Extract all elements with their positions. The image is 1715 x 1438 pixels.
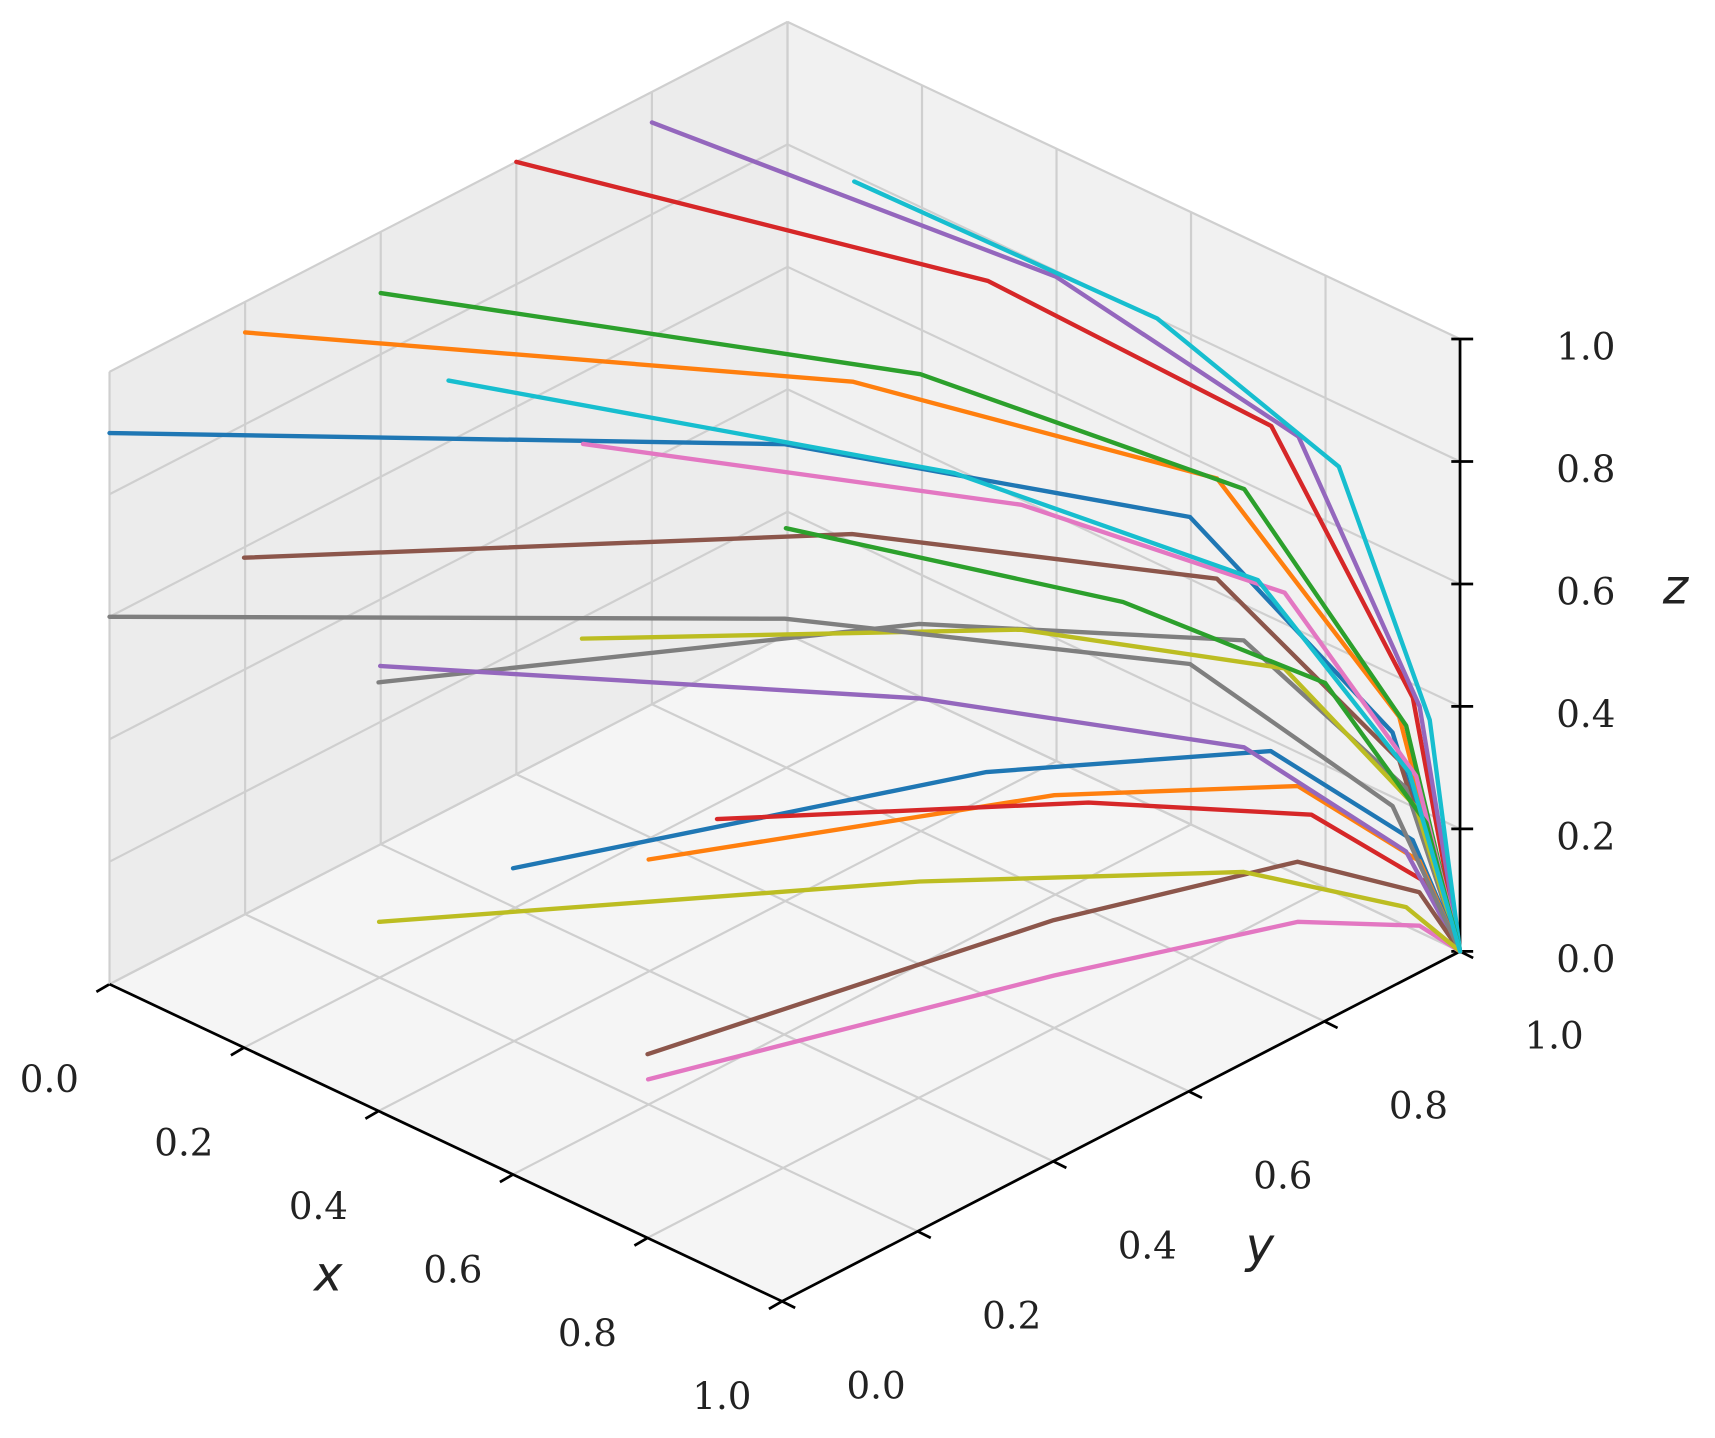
grid-line (647, 886, 1327, 1239)
x-tick (633, 1236, 649, 1247)
grid-line (109, 388, 789, 741)
x-tick-label: 1.0 (692, 1374, 751, 1418)
y-tick-label: 1.0 (1525, 1013, 1584, 1057)
x-tick (364, 1109, 380, 1120)
trajectory (645, 919, 1463, 1082)
grid-line (243, 696, 923, 1049)
x-tick (499, 1173, 514, 1184)
grid-line (515, 773, 1190, 1093)
x-axis (108, 982, 783, 1303)
grid-line (109, 633, 789, 986)
x-tick (230, 1046, 245, 1057)
grid-line (787, 265, 1461, 585)
trajectory (376, 621, 1463, 954)
trajectory (514, 159, 1463, 954)
y-tick-label: 0.4 (1118, 1223, 1177, 1267)
x-tick (95, 983, 111, 994)
x-tick-label: 0.6 (423, 1247, 482, 1291)
x-tick-label: 0.4 (289, 1184, 348, 1228)
y-tick (781, 1300, 796, 1310)
grid-line (512, 823, 1192, 1176)
y-axis (781, 950, 1461, 1303)
trajectory (376, 869, 1463, 954)
trajectory (107, 614, 1463, 954)
z-tick-label: 1.0 (1556, 324, 1615, 368)
trajectory (446, 378, 1463, 954)
y-tick (1188, 1090, 1203, 1100)
x-axis-label: x (312, 1246, 343, 1302)
y-tick (1052, 1160, 1067, 1170)
y-tick-label: 0.8 (1389, 1083, 1448, 1127)
grid-line (651, 703, 1325, 1023)
z-tick-label: 0.2 (1556, 814, 1615, 858)
grid-line (787, 20, 1461, 340)
grid-line (380, 843, 1054, 1163)
z-tick-label: 0.4 (1556, 692, 1615, 736)
y-tick (917, 1230, 932, 1240)
grid-line (244, 913, 919, 1233)
grid-line (109, 20, 789, 373)
grid-line (378, 760, 1058, 1113)
y-tick-label: 0.0 (847, 1363, 906, 1407)
trajectory (649, 120, 1463, 954)
grid-line (787, 388, 1461, 708)
x-tick (768, 1300, 783, 1311)
trajectory (645, 859, 1463, 1057)
z-tick-label: 0.8 (1556, 447, 1615, 491)
z-tick-label: 0.0 (1556, 937, 1615, 981)
trajectory (377, 663, 1463, 954)
z-tick-label: 0.6 (1556, 569, 1615, 613)
grid-line (109, 265, 789, 618)
z-axis-label: z (1662, 560, 1690, 616)
trajectory (852, 179, 1463, 954)
x-tick-label: 0.0 (20, 1057, 79, 1101)
y-tick (1323, 1020, 1339, 1030)
y-axis-label: y (1244, 1218, 1276, 1274)
y-tick-label: 0.2 (982, 1293, 1041, 1337)
x-tick-label: 0.8 (558, 1311, 617, 1355)
x-tick-label: 0.2 (154, 1121, 213, 1165)
grid-line (109, 510, 789, 863)
y-tick-label: 0.6 (1253, 1153, 1312, 1197)
